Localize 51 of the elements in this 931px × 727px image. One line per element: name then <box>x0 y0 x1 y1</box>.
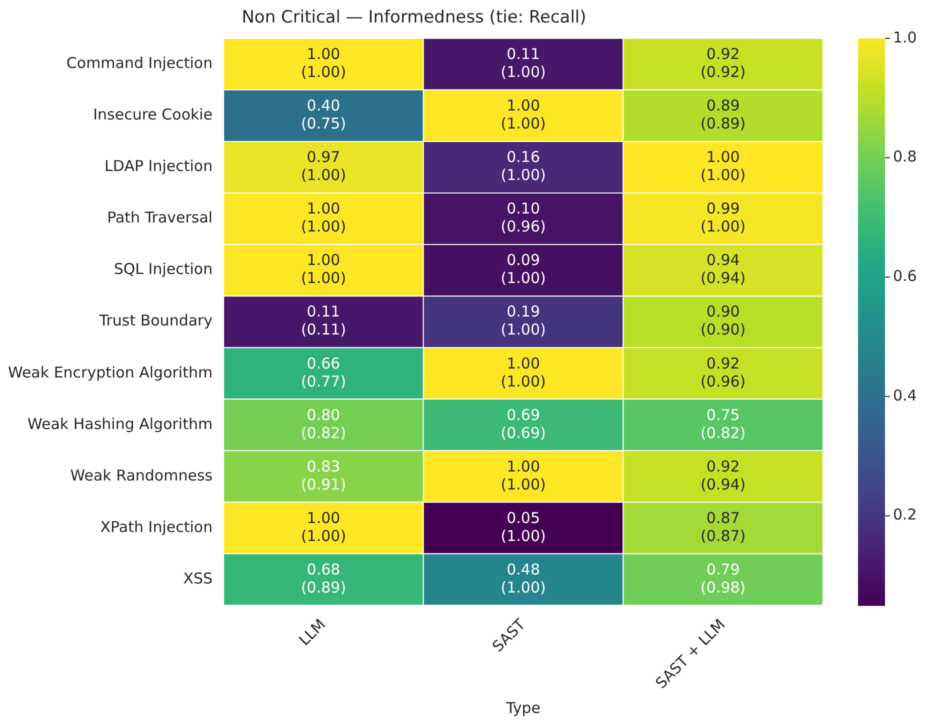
data-label: 0.48 (1.00) <box>500 560 546 596</box>
data-label: 1.00 (1.00) <box>700 148 746 184</box>
y-tick-label: Insecure Cookie <box>93 106 213 124</box>
y-tick-label: Path Traversal <box>107 208 213 227</box>
data-label: 0.89 (0.89) <box>700 96 746 133</box>
data-label: 0.87 (0.87) <box>700 508 746 545</box>
data-label: 0.99 (1.00) <box>700 200 746 236</box>
data-label: 0.83 (0.91) <box>300 457 346 494</box>
color-bar-label: 0.4 <box>893 386 917 404</box>
data-label: 0.79 (0.98) <box>700 560 746 596</box>
data-label: 0.90 (0.90) <box>700 302 746 339</box>
y-tick-label: Weak Hashing Algorithm <box>28 414 213 433</box>
data-label: 0.97 (1.00) <box>300 148 346 184</box>
data-label: 0.05 (1.00) <box>500 508 546 545</box>
data-label: 0.69 (0.69) <box>500 406 546 442</box>
data-label: 1.00 (1.00) <box>300 200 346 236</box>
data-label: 0.10 (0.96) <box>500 200 546 236</box>
y-tick-label: SQL Injection <box>114 260 213 278</box>
data-label: 1.00 (1.00) <box>300 508 346 545</box>
data-label: 0.40 (0.75) <box>300 96 346 133</box>
data-label: 1.00 (1.00) <box>500 354 546 390</box>
data-label: 0.16 (1.00) <box>500 148 546 184</box>
color-bar-label: 0.6 <box>893 266 917 285</box>
color-bar-label: 1.0 <box>893 28 917 46</box>
y-tick-label: XPath Injection <box>100 518 213 536</box>
data-label: 1.00 (1.00) <box>500 96 546 133</box>
y-tick-label: XSS <box>183 569 213 588</box>
y-tick-label: Trust Boundary <box>98 312 213 330</box>
x-axis-title: Type <box>505 698 541 717</box>
y-tick-label: Weak Randomness <box>70 466 213 484</box>
data-label: 0.19 (1.00) <box>500 302 546 339</box>
data-label: 0.09 (1.00) <box>500 251 546 288</box>
data-label: 0.94 (0.94) <box>700 251 746 288</box>
y-tick-label: LDAP Injection <box>104 157 213 176</box>
data-label: 0.11 (1.00) <box>500 45 546 82</box>
data-label: 0.68 (0.89) <box>300 560 346 596</box>
color-bar-label: 0.2 <box>893 506 917 524</box>
y-tick-label: Weak Encryption Algorithm <box>8 363 213 382</box>
color-bar-label: 0.8 <box>893 148 917 166</box>
data-label: 0.92 (0.92) <box>700 45 746 82</box>
data-label: 0.11 (0.11) <box>300 302 346 339</box>
y-tick-label: Command Injection <box>66 54 213 72</box>
data-label: 0.66 (0.77) <box>300 354 346 390</box>
data-label: 1.00 (1.00) <box>300 251 346 288</box>
chart-title: Non Critical — Informedness (tie: Recall) <box>242 8 586 28</box>
data-label: 0.75 (0.82) <box>700 406 746 442</box>
data-label: 0.92 (0.94) <box>700 457 746 494</box>
data-label: 0.92 (0.96) <box>700 354 746 390</box>
data-label: 0.80 (0.82) <box>300 406 346 442</box>
data-label: 1.00 (1.00) <box>300 45 346 82</box>
data-label: 1.00 (1.00) <box>500 457 546 494</box>
